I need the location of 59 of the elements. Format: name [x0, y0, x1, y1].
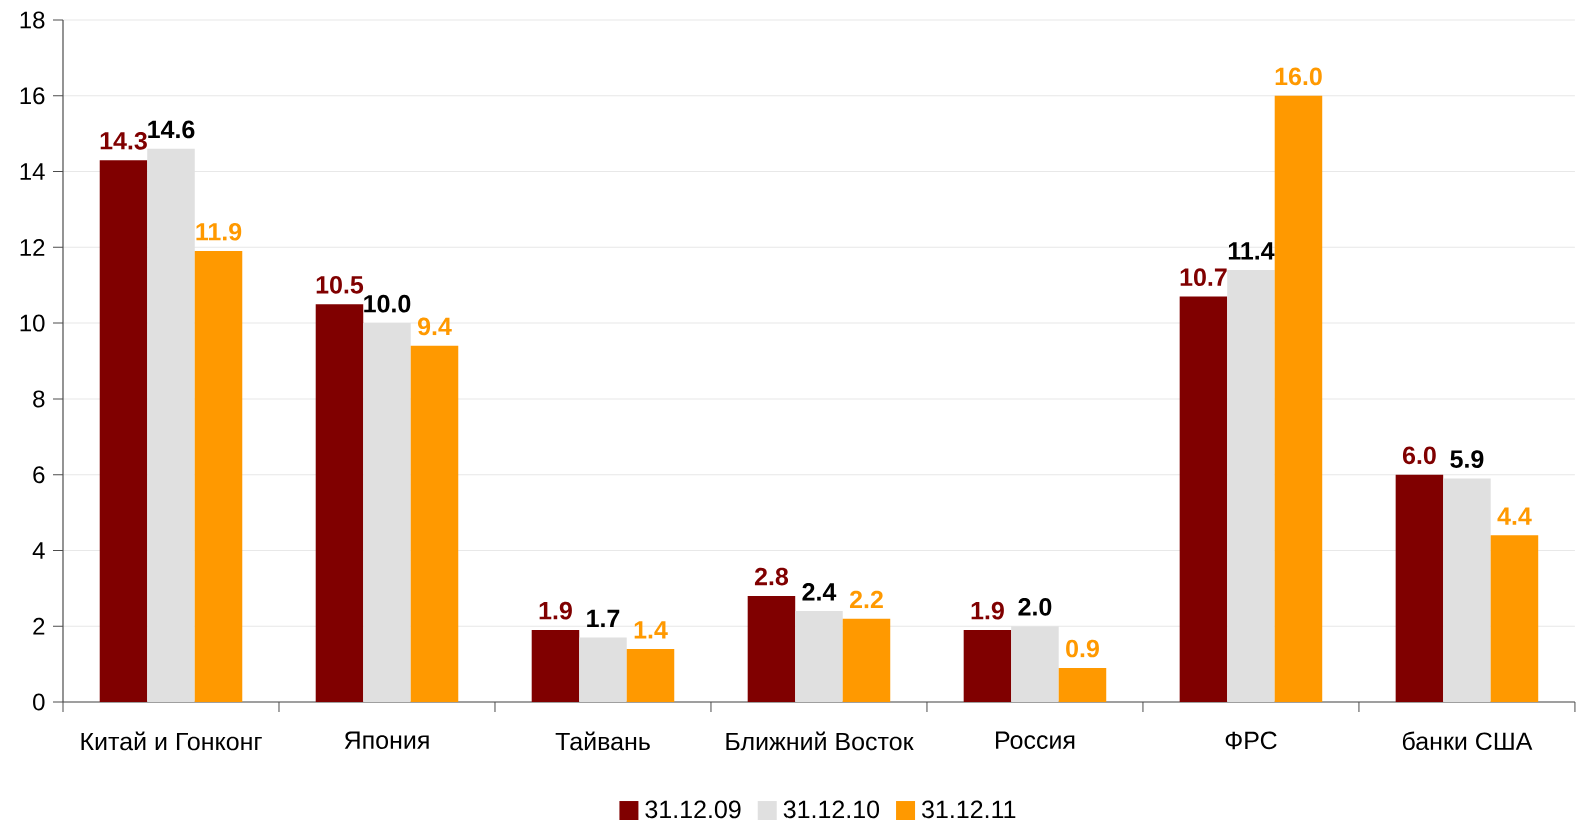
y-tick-label: 8: [33, 390, 45, 408]
bar: [747, 595, 796, 702]
data-label: 11.9: [196, 222, 242, 241]
x-tick-label: ФРС: [1225, 731, 1277, 750]
bar: [1227, 270, 1275, 702]
data-label: 9.4: [417, 317, 452, 336]
x-tick-label: Россия: [996, 731, 1075, 749]
data-label: 1.4: [634, 621, 668, 639]
bar: [1490, 535, 1539, 702]
bar: [1443, 478, 1491, 702]
bar: [842, 618, 891, 702]
y-tick-label: 14: [20, 163, 45, 180]
data-label: 11.4: [1228, 242, 1275, 260]
bar: [795, 611, 843, 702]
data-label: 10.0: [364, 294, 411, 313]
bar: [1058, 667, 1107, 702]
data-label: 2.8: [754, 567, 789, 586]
data-label: 14.6: [148, 120, 195, 139]
data-label: 10.5: [316, 275, 364, 294]
bar: [1395, 474, 1444, 702]
y-tick-label: 6: [33, 466, 45, 484]
x-tick-label: Япония: [344, 731, 429, 749]
bar: [531, 630, 580, 702]
data-label: 5.9: [1450, 450, 1484, 468]
data-label: 2.4: [802, 583, 837, 601]
y-tick-label: 4: [32, 542, 45, 559]
data-label: 1.7: [587, 609, 620, 628]
x-tick-label: Тайвань: [555, 731, 650, 751]
data-label: 0.9: [1066, 639, 1099, 658]
legend-label: 31.12.09: [645, 800, 741, 819]
bar: [579, 637, 627, 702]
bar: [1179, 296, 1228, 702]
bar: [99, 160, 148, 702]
y-tick-label: 2: [33, 617, 45, 635]
x-tick-label: Ближний Восток: [726, 731, 914, 751]
data-label: 14.3: [100, 131, 147, 150]
bar: [1274, 95, 1323, 702]
bar: [410, 345, 459, 702]
y-tick-label: 18: [20, 11, 45, 29]
y-tick-label: 0: [33, 693, 45, 711]
bar: [194, 251, 243, 702]
data-label: 10.7: [1180, 268, 1227, 287]
data-label: 6.0: [1402, 446, 1436, 465]
data-label: 1.9: [971, 601, 1004, 620]
y-tick-label: 16: [20, 87, 45, 105]
bar: [315, 304, 364, 702]
x-tick-label: Китай и Гонконг: [81, 731, 262, 751]
data-label: 1.9: [539, 601, 572, 620]
data-label: 2.2: [849, 590, 883, 609]
bar: [963, 630, 1012, 702]
data-label: 16.0: [1275, 67, 1322, 86]
y-tick-label: 12: [20, 238, 45, 256]
data-label: 4.4: [1497, 507, 1532, 525]
legend-label: 31.12.11: [922, 800, 1016, 819]
bar: [626, 648, 675, 702]
x-tick-label: банки США: [1402, 731, 1533, 751]
legend-label: 31.12.10: [783, 800, 880, 819]
y-tick-label: 10: [20, 314, 45, 332]
data-label: 2.0: [1018, 597, 1052, 616]
